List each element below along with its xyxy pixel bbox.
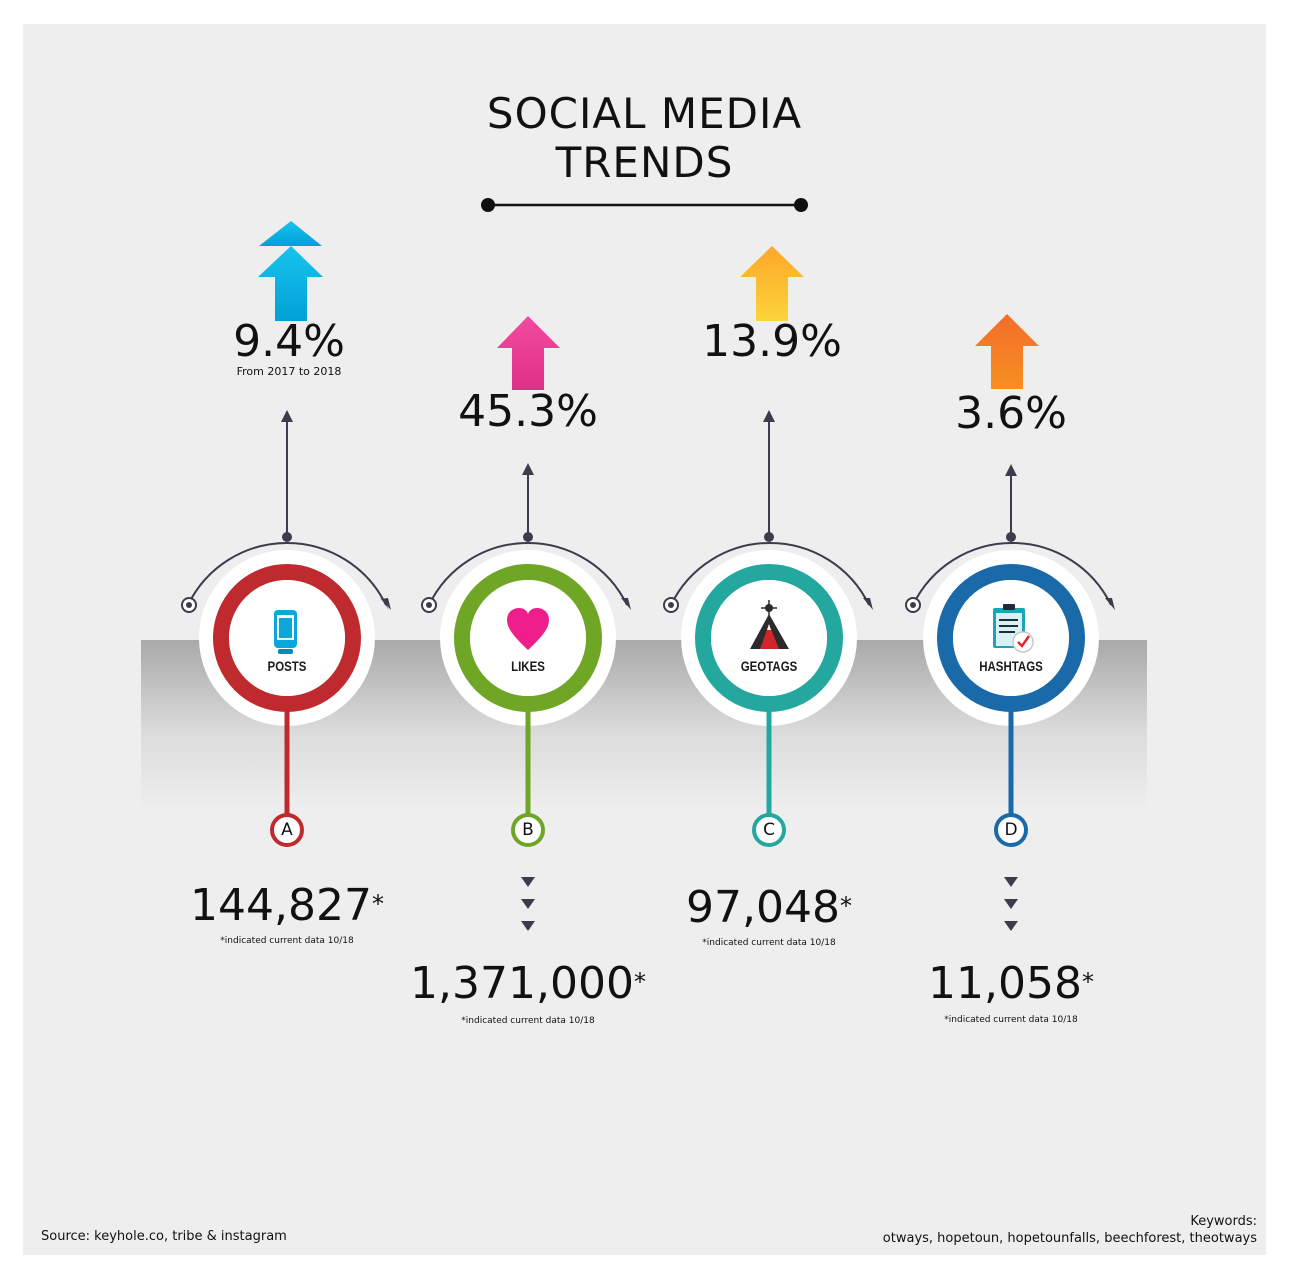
- source-credit: Source: keyhole.co, tribe & instagram: [41, 1229, 287, 1244]
- page-title-line2: TRENDS: [555, 138, 734, 187]
- item-d-value: 11,058: [928, 958, 1082, 1009]
- item-b-letter-circle: [511, 813, 545, 847]
- item-a-up-arrow: [258, 246, 323, 321]
- item-b-note: *indicated current data 10/18: [461, 1016, 595, 1026]
- item-c-value: 97,048: [686, 882, 840, 933]
- item-a-arc-arrowhead: [381, 598, 391, 610]
- item-b-value-line: 1,371,000*: [368, 958, 688, 1009]
- connector-shape: [286, 564, 1023, 784]
- item-d-value-line: 11,058*: [851, 958, 1171, 1009]
- item-d-pointer-dot: [1006, 532, 1016, 542]
- item-b-pointer-dot: [523, 532, 533, 542]
- keywords-list: otways, hopetoun, hopetounfalls, beechfo…: [882, 1231, 1257, 1246]
- item-d-label: HASHTAGS: [979, 658, 1043, 674]
- infographic-graphics: [141, 198, 1147, 931]
- item-c-label: GEOTAGS: [740, 658, 798, 674]
- infographic: SOCIAL MEDIA TRENDS 9.4% From 2017 to 20…: [23, 24, 1266, 1255]
- item-b-up-arrow: [497, 316, 560, 390]
- item-b-growth: 45.3%: [458, 386, 598, 437]
- item-b-letter: B: [522, 820, 534, 840]
- item-c-letter: C: [763, 820, 775, 840]
- item-c-growth: 13.9%: [702, 316, 842, 367]
- item-a-graphics: [181, 221, 391, 847]
- item-d-arc-arrowhead: [1105, 598, 1115, 610]
- item-c-graphics: [663, 246, 873, 847]
- item-a-letter: A: [281, 820, 293, 840]
- item-c-arc: [670, 542, 870, 606]
- item-a-pointer-arrow: [281, 410, 293, 422]
- item-b-graphics: [421, 316, 631, 931]
- item-c-pointer-dot: [764, 532, 774, 542]
- divider-dot-left: [481, 198, 495, 212]
- item-c-pointer-arrow: [763, 410, 775, 422]
- phone-icon: [274, 610, 297, 654]
- item-b-pointer-arrow: [522, 463, 534, 475]
- item-d-arc: [912, 542, 1112, 606]
- mountain-pin-icon: [750, 600, 789, 649]
- item-c-up-arrow: [740, 246, 804, 321]
- item-a-value: 144,827: [190, 880, 372, 931]
- item-a-letter-circle: [270, 813, 304, 847]
- item-c-value-line: 97,048*: [609, 882, 929, 933]
- item-d-growth: 3.6%: [955, 388, 1067, 439]
- item-b-label: LIKES: [511, 658, 545, 674]
- item-d-down-chevrons: [1004, 877, 1018, 931]
- item-a-growth: 9.4%: [233, 316, 345, 367]
- keywords-label: Keywords:: [1190, 1214, 1257, 1229]
- item-b-asterisk: *: [633, 968, 646, 996]
- clipboard-icon: [993, 604, 1034, 653]
- item-a-pointer-dot: [282, 532, 292, 542]
- item-d-up-arrow: [975, 314, 1039, 389]
- heart-icon: [507, 608, 549, 650]
- item-d-graphics: [905, 314, 1115, 931]
- item-a-growth-note: From 2017 to 2018: [236, 365, 342, 378]
- item-a-note: *indicated current data 10/18: [220, 936, 354, 946]
- divider-dot-right: [794, 198, 808, 212]
- item-a-arc: [187, 542, 387, 606]
- item-a-label: POSTS: [267, 658, 307, 674]
- item-b-down-chevrons: [521, 877, 535, 931]
- item-b-value: 1,371,000: [410, 958, 634, 1009]
- item-c-asterisk: *: [839, 892, 852, 920]
- item-a-value-line: 144,827*: [127, 880, 447, 931]
- page-title-line1: SOCIAL MEDIA: [486, 89, 803, 138]
- item-d-pointer-arrow: [1005, 464, 1017, 476]
- item-d-letter-circle: [994, 813, 1028, 847]
- item-b-arc: [428, 542, 628, 606]
- item-b-arc-arrowhead: [621, 598, 631, 610]
- item-a-asterisk: *: [371, 890, 384, 918]
- item-d-letter: D: [1004, 820, 1018, 840]
- item-c-letter-circle: [752, 813, 786, 847]
- item-c-note: *indicated current data 10/18: [702, 938, 836, 948]
- item-c-arc-arrowhead: [863, 598, 873, 610]
- item-d-asterisk: *: [1081, 968, 1094, 996]
- item-d-note: *indicated current data 10/18: [944, 1015, 1078, 1025]
